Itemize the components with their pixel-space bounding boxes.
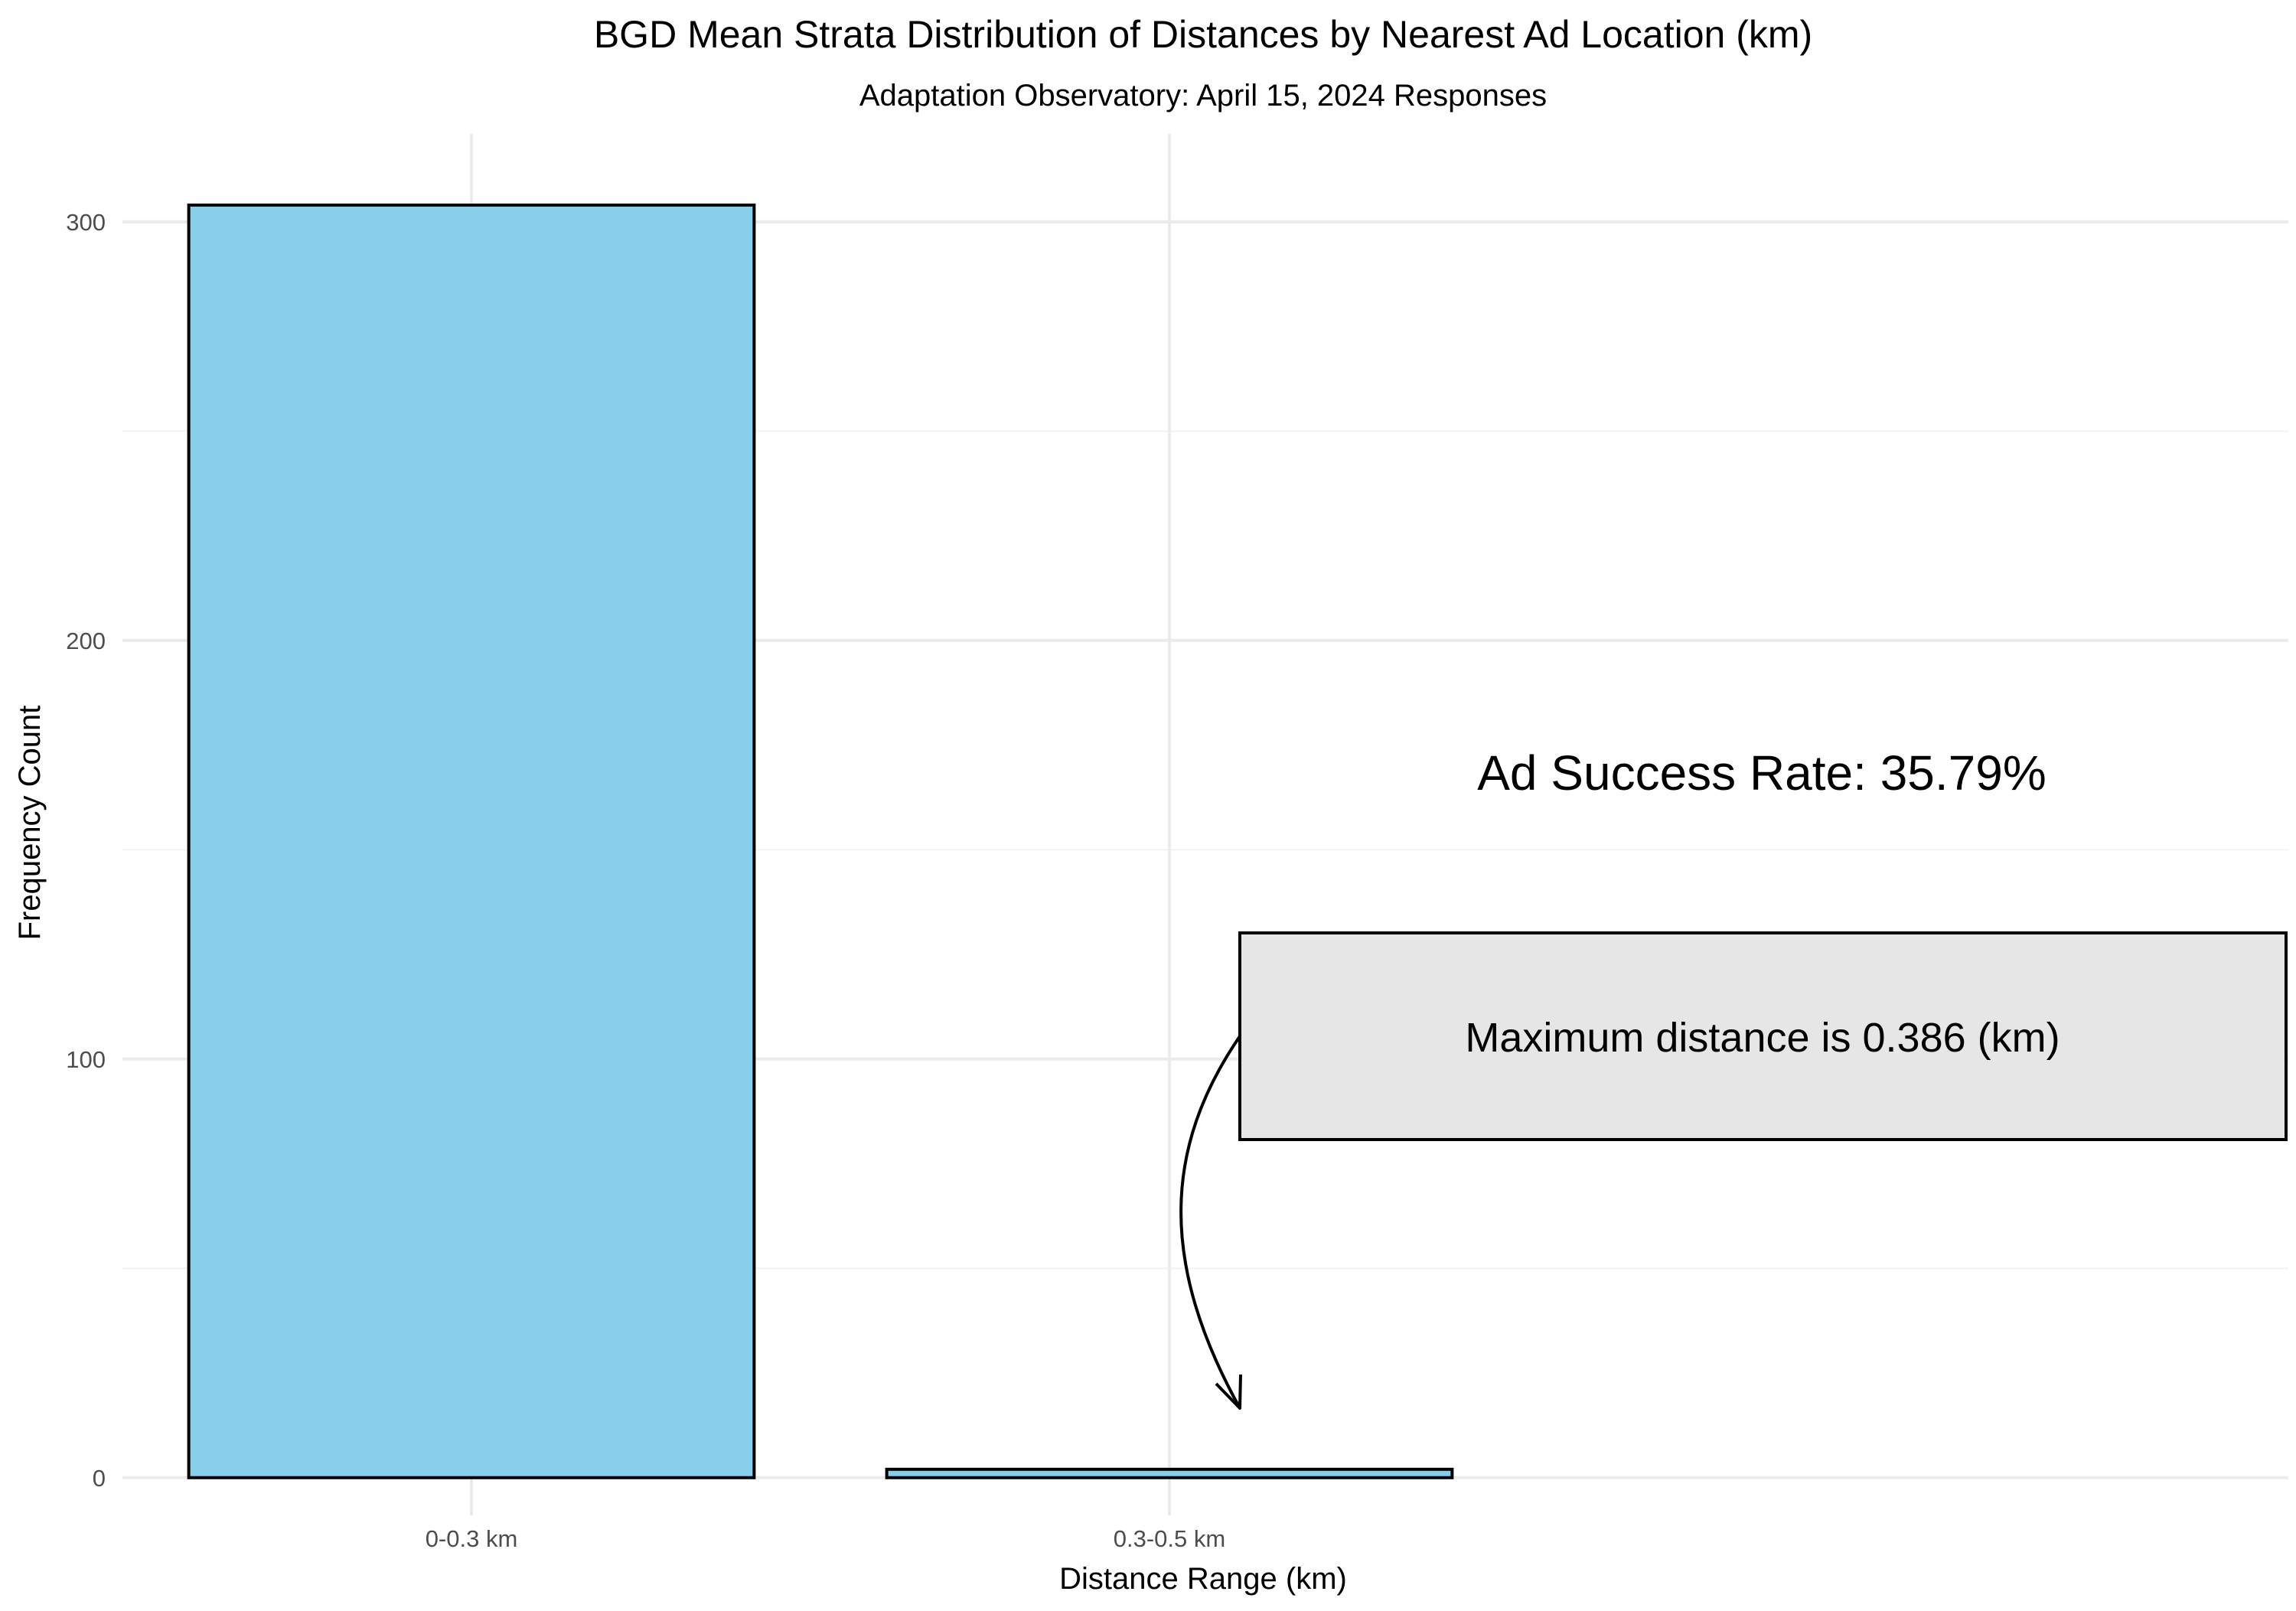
y-tick-label: 200 bbox=[66, 628, 106, 654]
callout-arrowhead bbox=[1215, 1374, 1242, 1410]
bars bbox=[187, 203, 1454, 1479]
y-tick-label: 100 bbox=[66, 1046, 106, 1073]
x-axis-ticks: 0-0.3 km 0.3-0.5 km bbox=[426, 1525, 1226, 1552]
callout-box bbox=[1238, 931, 2288, 1141]
max-distance-callout: Maximum distance is 0.386 (km) bbox=[1179, 931, 2288, 1410]
chart-subtitle: Adaptation Observatory: April 15, 2024 R… bbox=[859, 79, 1547, 113]
bar bbox=[187, 203, 756, 1479]
x-tick-label: 0-0.3 km bbox=[426, 1525, 518, 1552]
x-tick-label: 0.3-0.5 km bbox=[1114, 1525, 1225, 1552]
callout-arrow bbox=[1179, 1035, 1241, 1409]
y-tick-label: 300 bbox=[66, 209, 106, 236]
success-rate-annotation: Ad Success Rate: 35.79% bbox=[1477, 745, 2047, 801]
callout-text: Maximum distance is 0.386 (km) bbox=[1465, 1015, 2060, 1061]
bar bbox=[885, 1467, 1454, 1479]
chart-title: BGD Mean Strata Distribution of Distance… bbox=[594, 13, 1812, 56]
x-axis-title: Distance Range (km) bbox=[1059, 1562, 1347, 1596]
y-tick-label: 0 bbox=[93, 1465, 106, 1492]
y-axis-title: Frequency Count bbox=[13, 706, 47, 941]
y-axis-ticks: 0 100 200 300 bbox=[66, 209, 106, 1492]
